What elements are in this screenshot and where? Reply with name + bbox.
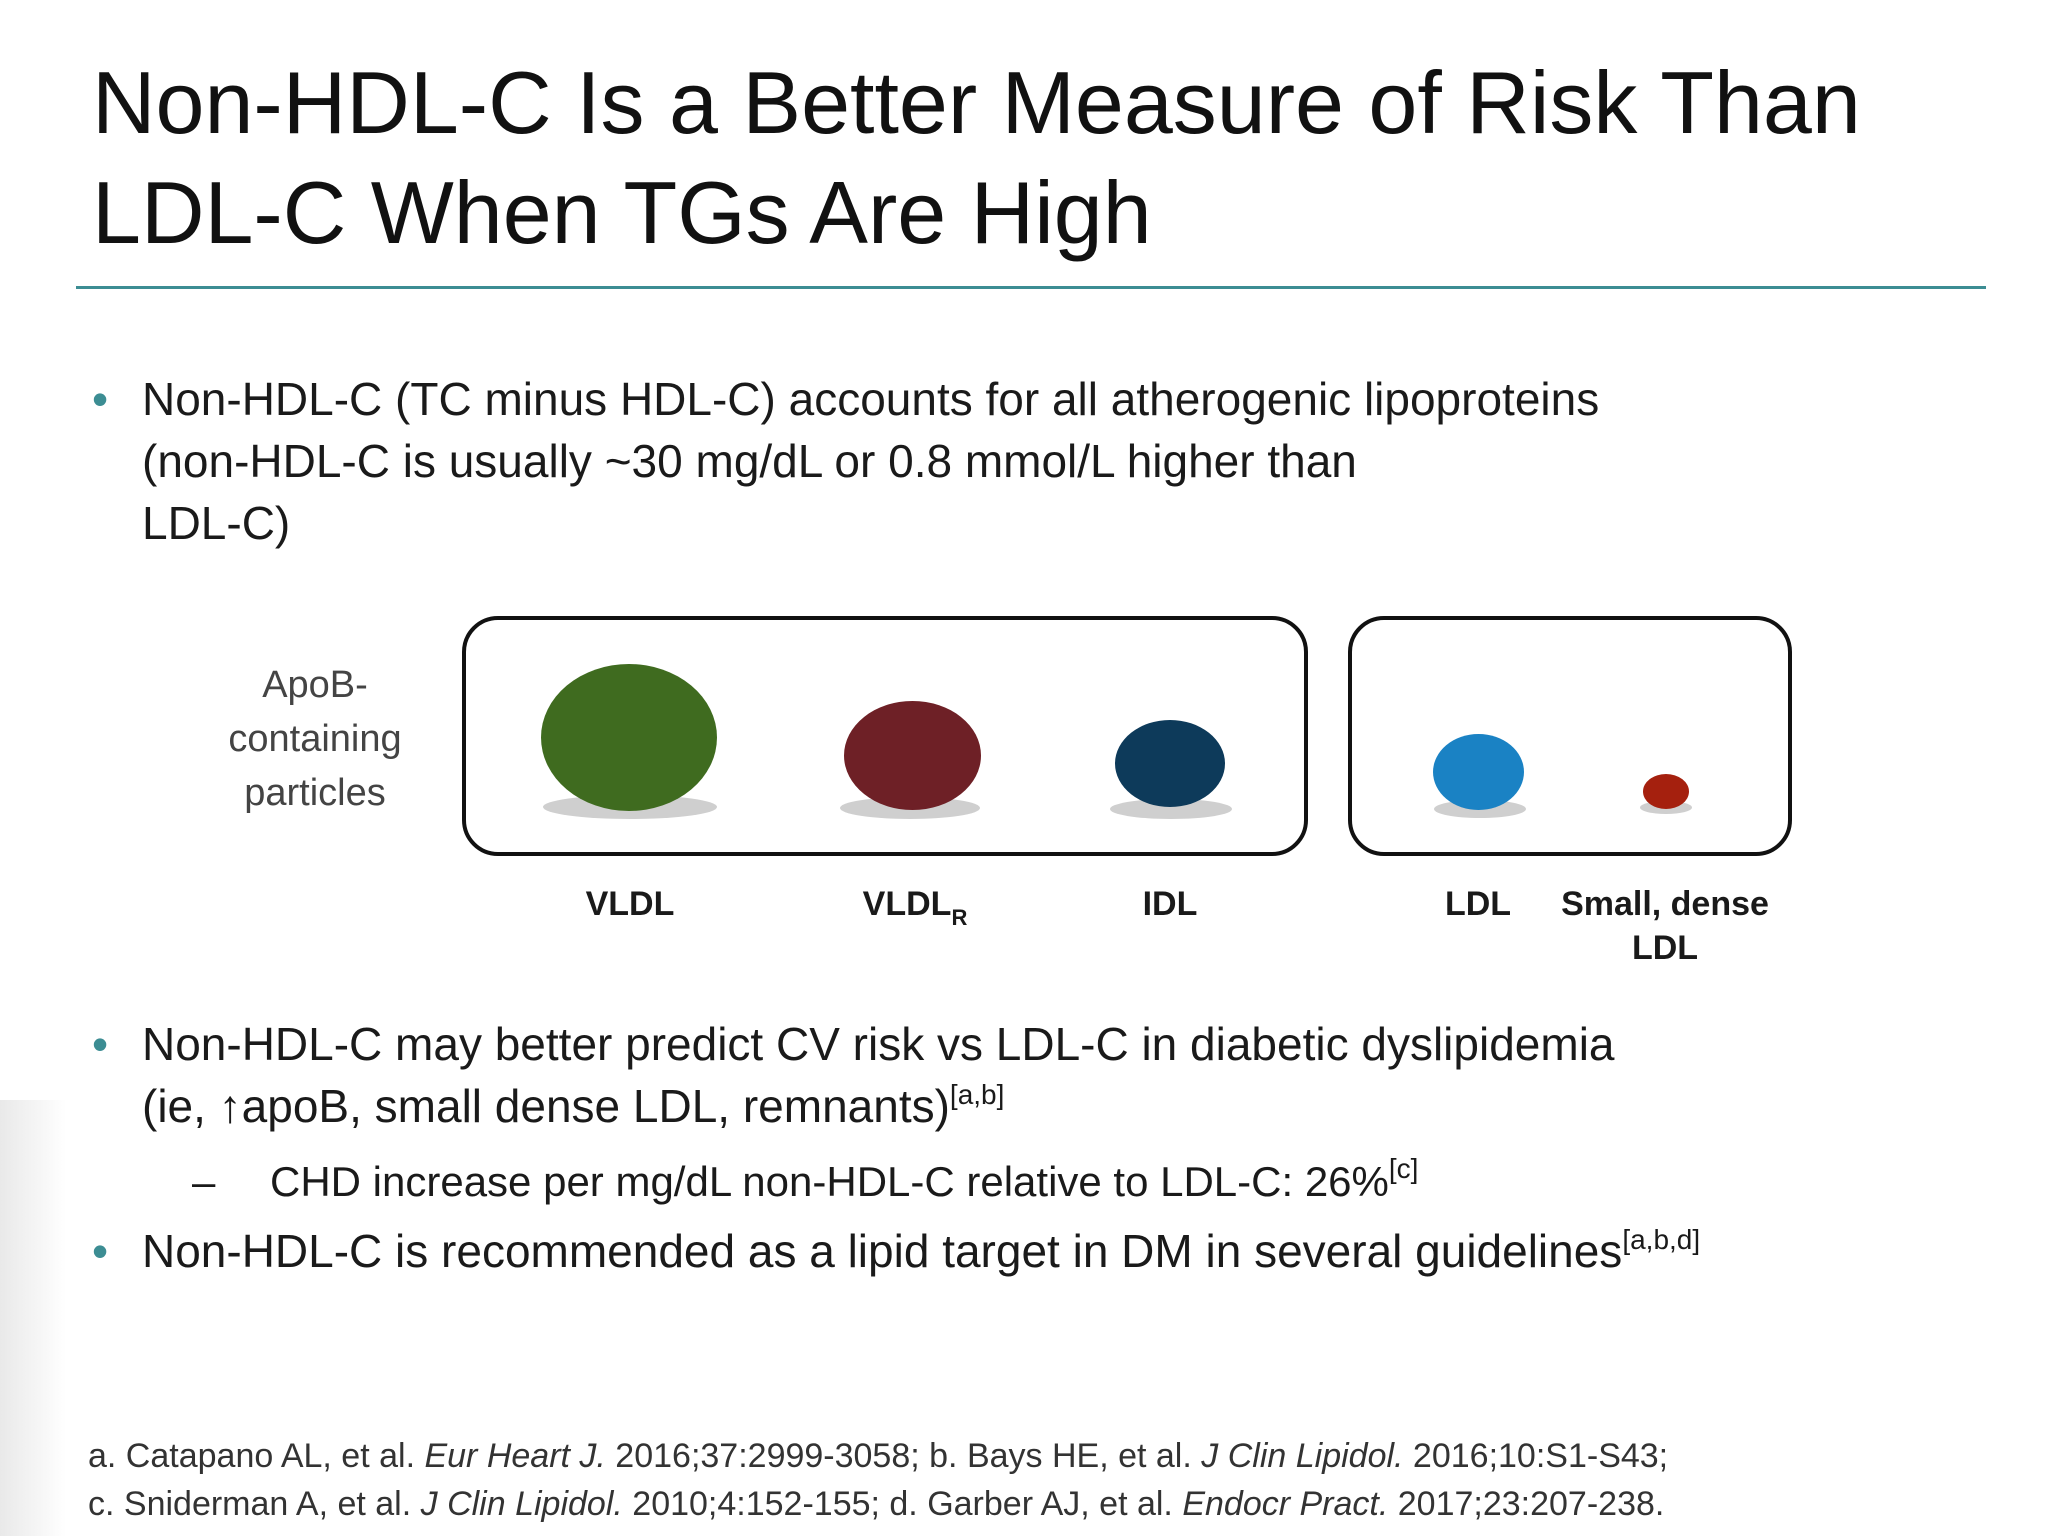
citation-ref: [a,b,d] [1622, 1224, 1701, 1255]
title-divider [76, 286, 1986, 289]
reference-line-2: c. Sniderman A, et al. J Clin Lipidol. 2… [88, 1485, 1665, 1523]
bullet-dot: • [92, 373, 109, 425]
bullet-text: Non-HDL-C is recommended as a lipid targ… [142, 1224, 1701, 1277]
citation-ref: [c] [1388, 1153, 1419, 1184]
ldl-particle [1433, 734, 1524, 810]
bullet-dot: • [92, 1018, 109, 1070]
idl-shadow [1110, 799, 1232, 819]
vldl-remnant-particle [844, 701, 981, 810]
bullet-text: Non-HDL-C may better predict CV risk vs … [142, 1013, 1942, 1137]
apob-particles-label: ApoB- containing particles [228, 664, 402, 814]
idl-particle [1115, 720, 1225, 807]
bullet-dot: • [92, 1225, 109, 1277]
sub-bullet-dash: – [192, 1158, 216, 1205]
bullet-cv-risk: • Non-HDL-C may better predict CV risk v… [92, 1013, 1942, 1143]
bullet-line: Non-HDL-C (TC minus HDL-C) accounts for … [142, 373, 1600, 425]
bullet-guidelines: • Non-HDL-C is recommended as a lipid ta… [92, 1220, 1942, 1290]
bullet-line: Non-HDL-C may better predict CV risk vs … [142, 1018, 1615, 1070]
sub-bullet-text: CHD increase per mg/dL non-HDL-C relativ… [270, 1153, 1419, 1206]
vldl-label: VLDL [585, 885, 675, 923]
ldl-label: LDL [1444, 885, 1512, 923]
ldl-particles-box [1348, 616, 1792, 856]
vldl-particle [541, 664, 717, 811]
references: a. Catapano AL, et al. Eur Heart J. 2016… [88, 1432, 1988, 1528]
small-dense-ldl-label: Small, dense LDL [1561, 885, 1769, 967]
small-dense-ldl-particle [1643, 774, 1689, 809]
citation-ref: [a,b] [949, 1079, 1005, 1110]
bullet-non-hdl-definition: • Non-HDL-C (TC minus HDL-C) accounts fo… [92, 368, 1792, 568]
left-edge-shade [0, 1100, 66, 1536]
vldl-remnant-label: VLDLR [862, 885, 968, 930]
slide-title: Non-HDL-C Is a Better Measure of Risk Th… [92, 48, 1992, 268]
idl-label: IDL [1142, 885, 1198, 923]
bullet-line: (ie, ↑apoB, small dense LDL, remnants) [142, 1080, 950, 1132]
bullet-line: (non-HDL-C is usually ~30 mg/dL or 0.8 m… [142, 435, 1357, 487]
bullet-line: LDL-C) [142, 497, 291, 549]
slide-title-line-2: LDL-C When TGs Are High [92, 163, 1152, 262]
slide-title-line-1: Non-HDL-C Is a Better Measure of Risk Th… [92, 53, 1861, 152]
bullet-text: Non-HDL-C (TC minus HDL-C) accounts for … [142, 368, 1782, 554]
reference-line-1: a. Catapano AL, et al. Eur Heart J. 2016… [88, 1437, 1669, 1475]
